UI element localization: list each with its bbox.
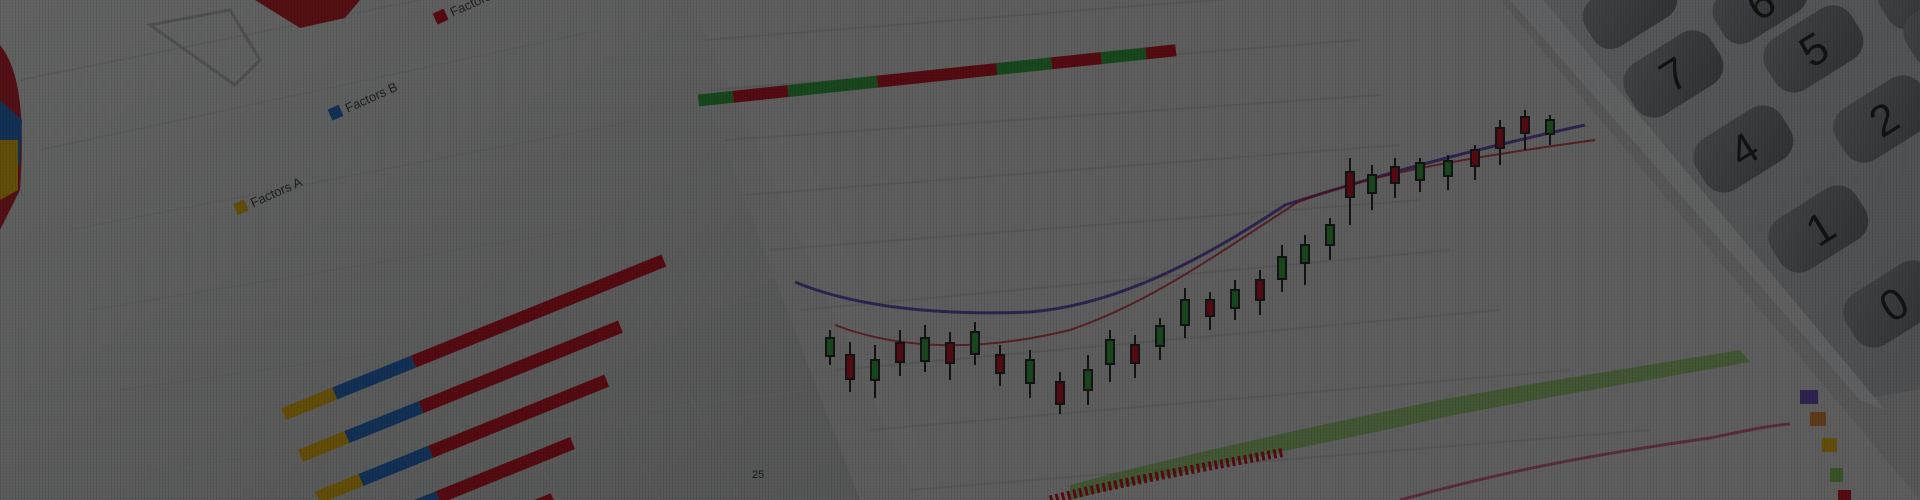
left-slice-yellow xyxy=(0,140,18,200)
bottom-number: 25 xyxy=(752,469,764,481)
